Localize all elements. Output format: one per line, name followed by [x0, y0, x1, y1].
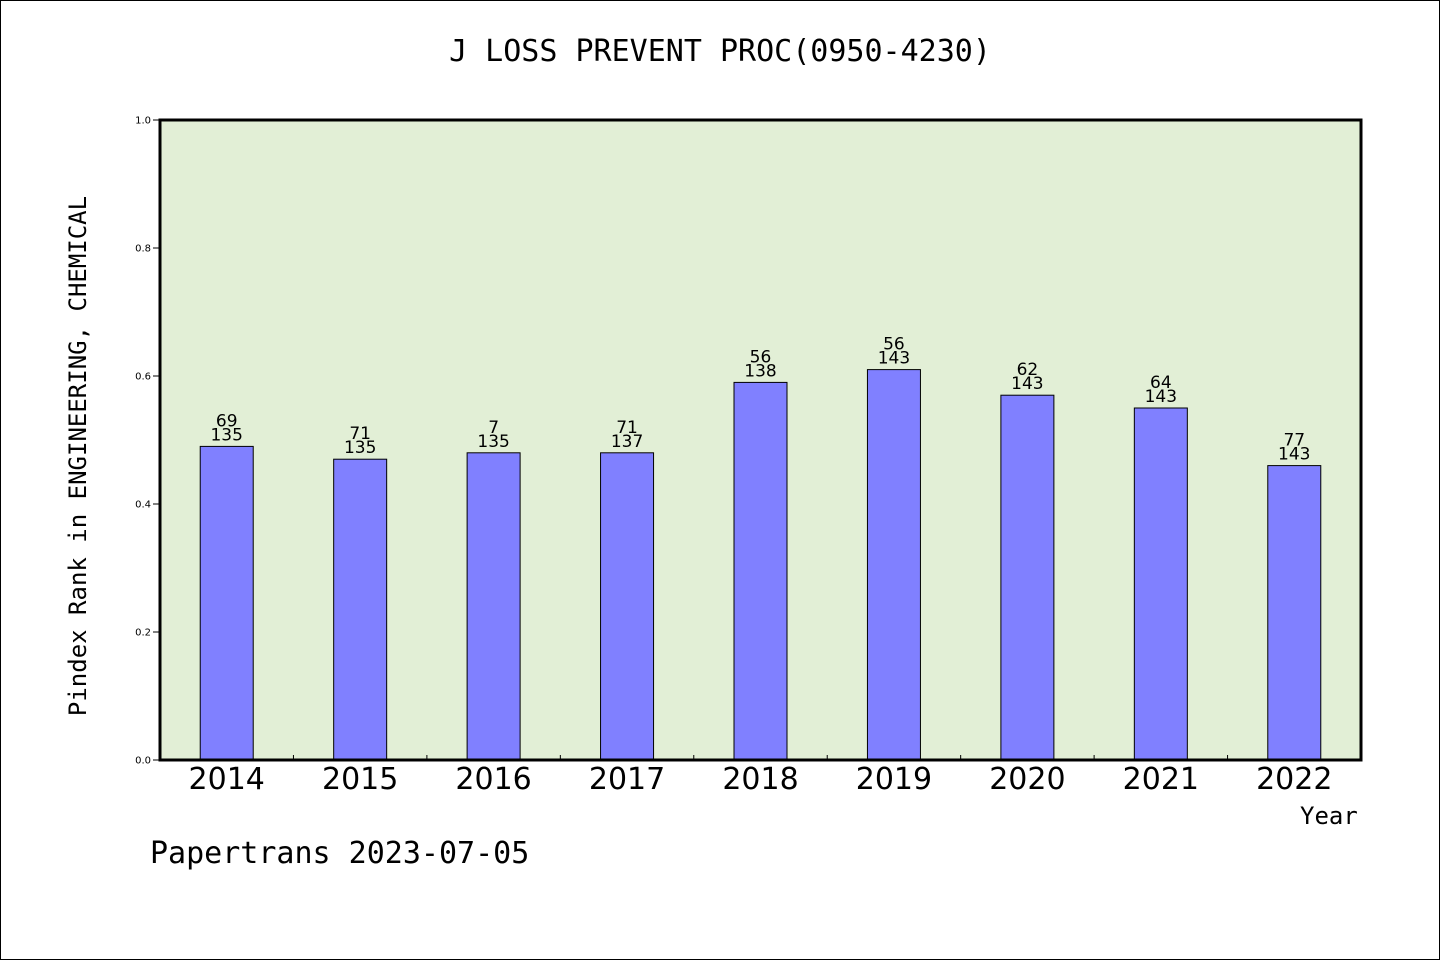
bar-rank-label: 7 — [488, 418, 499, 438]
x-tick-label: 2022 — [1256, 762, 1332, 797]
plot-border — [158, 118, 1363, 762]
bar-total-label: 143 — [1278, 445, 1310, 465]
bar-total-label: 135 — [344, 438, 376, 458]
bar-rank-label: 62 — [1017, 360, 1039, 380]
x-axis-label: Year — [1300, 802, 1358, 830]
bar — [466, 452, 521, 761]
x-tick-label: 2021 — [1123, 762, 1199, 797]
bar-rank-label: 64 — [1150, 373, 1172, 393]
y-tick-label: 0.6 — [135, 372, 151, 383]
bar-rank-label: 56 — [750, 347, 772, 367]
y-tick-label: 0.8 — [135, 244, 151, 255]
bar-total-label: 138 — [744, 361, 776, 381]
bar-total-label: 143 — [1011, 374, 1043, 394]
bar-rank-label: 69 — [216, 411, 238, 431]
bar — [333, 458, 388, 761]
x-tick-label: 2016 — [455, 762, 531, 797]
x-tick-label: 2017 — [589, 762, 665, 797]
bar — [1267, 465, 1322, 761]
y-tick-label: 1.0 — [135, 116, 151, 127]
bar — [1133, 407, 1188, 761]
bar-rank-label: 56 — [883, 335, 905, 355]
bar-total-label: 135 — [477, 432, 509, 452]
bar — [199, 445, 254, 761]
x-tick-label: 2018 — [722, 762, 798, 797]
bar-rank-label: 71 — [349, 424, 371, 444]
bar-rank-label: 71 — [616, 418, 638, 438]
bar — [600, 452, 655, 761]
y-tick-label: 0.4 — [135, 500, 151, 511]
y-tick-label: 0.0 — [135, 756, 151, 767]
bar — [1000, 394, 1055, 761]
bar-total-label: 143 — [1145, 387, 1177, 407]
x-tick-label: 2019 — [856, 762, 932, 797]
x-tick-label: 2020 — [989, 762, 1065, 797]
x-tick-label: 2015 — [322, 762, 398, 797]
footer-credit: Papertrans 2023-07-05 — [150, 836, 530, 871]
bar-total-label: 143 — [878, 349, 910, 369]
y-tick-label: 0.2 — [135, 628, 151, 639]
x-tick-label: 2014 — [189, 762, 265, 797]
y-axis-label: Pindex Rank in ENGINEERING, CHEMICAL — [64, 195, 92, 717]
bar — [733, 381, 788, 761]
chart-title: J LOSS PREVENT PROC(0950-4230) — [449, 34, 991, 69]
bar — [866, 369, 921, 761]
bar-total-label: 135 — [210, 425, 242, 445]
bar-total-label: 137 — [611, 432, 643, 452]
bar-rank-label: 77 — [1283, 431, 1305, 451]
